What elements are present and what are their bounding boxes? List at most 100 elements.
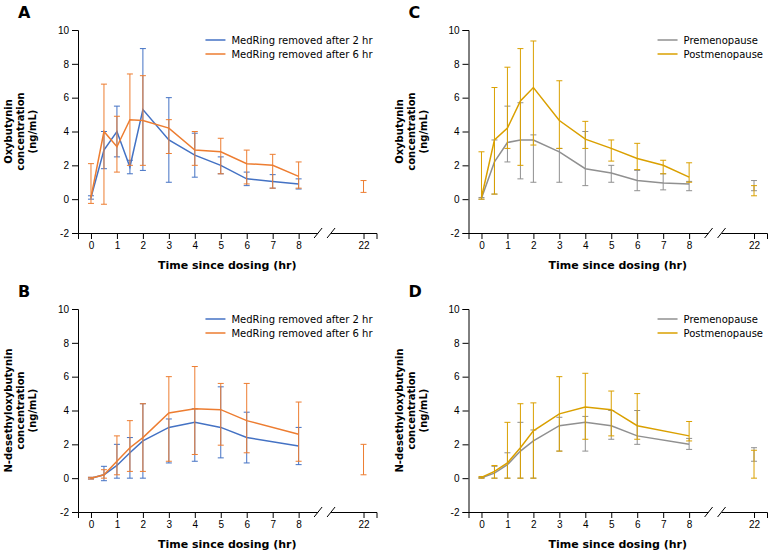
- axis-break-gap: [318, 510, 331, 514]
- panel-title: B: [18, 282, 30, 301]
- x-axis: 01234567822: [79, 228, 378, 251]
- x-tick: 1: [505, 233, 511, 251]
- error-bar: [114, 436, 120, 475]
- x-tick: 4: [583, 233, 589, 251]
- x-tick-mark: [299, 512, 300, 518]
- y-tick: 10: [448, 304, 468, 315]
- error-bar: [296, 162, 302, 188]
- series-line: [481, 88, 754, 198]
- x-tick-label: 2: [531, 240, 537, 251]
- x-tick: 8: [687, 512, 693, 530]
- axis-break: [705, 228, 713, 238]
- x-tick-label: 4: [583, 519, 589, 530]
- error-bar: [140, 49, 146, 171]
- y-axis: -20246810: [58, 25, 79, 239]
- panel: 01234567822-20246810Time since dosing (h…: [394, 3, 768, 272]
- x-tick-mark: [143, 512, 144, 518]
- error-bar: [361, 444, 367, 474]
- y-tick-mark: [463, 512, 469, 513]
- y-tick: 4: [63, 405, 78, 416]
- plot-area: [88, 49, 367, 205]
- x-tick-label: 1: [505, 519, 511, 530]
- x-tick-label: 22: [749, 240, 761, 251]
- figure: 01234567822-20246810Time since dosing (h…: [0, 0, 781, 558]
- error-bar: [244, 150, 250, 184]
- legend-swatch: [658, 53, 678, 55]
- x-tick-mark: [689, 233, 690, 239]
- x-tick-mark: [364, 233, 365, 239]
- error-bar: [88, 477, 94, 479]
- x-tick-mark: [533, 512, 534, 518]
- y-tick: 2: [63, 160, 78, 171]
- legend-label: Premenopause: [684, 35, 758, 46]
- x-tick-mark: [533, 233, 534, 239]
- y-tick-mark: [463, 411, 469, 412]
- panel-title: D: [409, 282, 422, 301]
- x-tick-label: 5: [218, 240, 224, 251]
- error-bar: [478, 477, 484, 479]
- legend-item: Postmenopause: [658, 49, 763, 60]
- panel: 01234567822-20246810Time since dosing (h…: [3, 3, 377, 272]
- x-axis-line: [469, 234, 768, 240]
- y-tick-label: -2: [60, 507, 69, 518]
- legend-item: Postmenopause: [658, 328, 763, 339]
- error-bar: [530, 41, 536, 145]
- y-tick-mark: [72, 377, 78, 378]
- error-bar: [660, 174, 666, 190]
- legend-label: MedRing removed after 6 hr: [231, 328, 373, 339]
- legend-item: MedRing removed after 6 hr: [205, 49, 373, 60]
- x-tick-label: 5: [609, 240, 615, 251]
- y-tick: 4: [454, 405, 469, 416]
- y-axis: -20246810: [448, 304, 469, 518]
- plot-area: [478, 41, 757, 199]
- x-tick-label: 22: [749, 519, 761, 530]
- x-tick: 3: [167, 512, 173, 530]
- x-tick-label: 0: [89, 519, 95, 530]
- x-tick: 6: [635, 233, 641, 251]
- y-tick-mark: [72, 98, 78, 99]
- y-tick-label: 0: [63, 194, 69, 205]
- error-bar: [244, 383, 250, 452]
- x-tick-mark: [117, 512, 118, 518]
- y-tick-mark: [72, 343, 78, 344]
- y-tick-mark: [72, 165, 78, 166]
- x-tick: 2: [141, 233, 147, 251]
- x-tick: 8: [296, 233, 302, 251]
- y-tick: 2: [454, 160, 469, 171]
- error-bar: [88, 164, 94, 204]
- x-tick: 6: [244, 512, 250, 530]
- panel: 01234567822-20246810Time since dosing (h…: [3, 282, 377, 551]
- y-tick-label: 8: [454, 59, 460, 70]
- y-tick: 8: [454, 59, 469, 70]
- legend-swatch: [658, 39, 678, 41]
- y-tick-label: 0: [454, 473, 460, 484]
- x-tick-label: 6: [635, 519, 641, 530]
- y-axis-line: [72, 31, 79, 234]
- error-bar: [127, 74, 133, 165]
- axis-break: [718, 228, 726, 238]
- y-tick: 0: [454, 194, 469, 205]
- x-tick: 3: [557, 512, 563, 530]
- x-tick-label: 1: [115, 240, 121, 251]
- x-tick-label: 3: [557, 519, 563, 530]
- y-tick-label: 6: [63, 92, 69, 103]
- x-tick-mark: [221, 233, 222, 239]
- y-tick-mark: [463, 199, 469, 200]
- x-tick: 7: [270, 233, 276, 251]
- x-tick-mark: [663, 233, 664, 239]
- x-tick: 1: [115, 233, 121, 251]
- legend-label: Postmenopause: [684, 49, 763, 60]
- x-tick-mark: [221, 512, 222, 518]
- y-tick: -2: [451, 228, 469, 239]
- x-tick-label: 0: [479, 240, 485, 251]
- x-tick-label: 1: [505, 240, 511, 251]
- x-tick-mark: [585, 233, 586, 239]
- x-tick: 3: [557, 233, 563, 251]
- y-axis-line: [463, 31, 470, 234]
- legend-label: Premenopause: [684, 314, 758, 325]
- x-tick-mark: [247, 233, 248, 239]
- x-tick-label: 2: [141, 240, 147, 251]
- axis-break-gap: [709, 231, 722, 235]
- error-bar: [634, 394, 640, 440]
- y-tick: -2: [60, 507, 78, 518]
